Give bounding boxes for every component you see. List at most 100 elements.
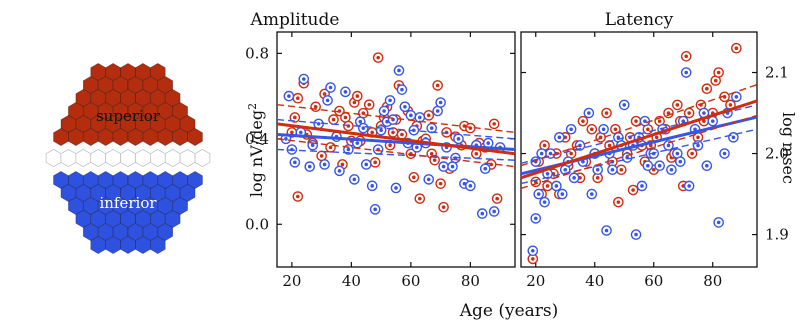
hex-cell-separator: [164, 148, 181, 168]
data-point-dot: [587, 111, 591, 115]
data-point-dot: [734, 46, 739, 51]
data-point-red: [683, 107, 695, 119]
ci-lower-blue: [276, 148, 516, 161]
data-point-dot: [319, 154, 324, 158]
data-point-dot: [328, 145, 333, 150]
data-point-dot: [710, 119, 715, 123]
data-point-dot: [331, 117, 336, 122]
data-point-blue: [298, 73, 310, 85]
data-point-dot: [693, 127, 697, 132]
data-point-blue: [393, 65, 405, 76]
data-point-blue: [405, 110, 417, 121]
data-point-blue: [719, 148, 730, 159]
data-point-dot: [429, 126, 434, 130]
data-point-dot: [426, 177, 431, 182]
data-point-dot: [634, 232, 638, 237]
data-point-dot: [569, 127, 573, 132]
data-point-blue: [378, 105, 390, 117]
data-point-dot: [666, 143, 671, 148]
data-point-dot: [557, 135, 562, 140]
data-point-blue: [432, 105, 443, 117]
hexagonal-retina-map: [45, 62, 211, 255]
data-point-dot: [293, 115, 297, 120]
data-point-dot: [299, 130, 303, 135]
data-point-dot: [438, 181, 443, 186]
amplitude-x-tick-label: 60: [401, 272, 420, 290]
data-point-dot: [613, 127, 618, 132]
data-point-dot: [352, 100, 357, 105]
data-point-dot: [340, 162, 345, 167]
data-point-blue: [630, 229, 642, 240]
amplitude-y-tick-label: 0.8: [245, 44, 269, 62]
data-point-red: [352, 90, 363, 102]
latency-x-tick-label: 60: [644, 272, 663, 290]
data-point-dot: [539, 151, 544, 156]
data-point-dot: [415, 145, 419, 150]
fit-line-red: [520, 99, 758, 180]
data-point-dot: [343, 90, 348, 94]
data-point-dot: [690, 151, 694, 156]
data-point-dot: [531, 257, 535, 261]
data-point-dot: [403, 104, 407, 109]
data-point-dot: [654, 135, 659, 140]
hex-cell-separator: [45, 148, 62, 168]
data-point-dot: [355, 94, 360, 98]
data-point-blue: [583, 107, 595, 119]
data-point-dot: [382, 109, 386, 113]
data-point-dot: [370, 130, 375, 135]
latency-y-tick-label: 2.1: [765, 64, 789, 82]
hex-cell-superior: [179, 114, 196, 134]
data-point-dot: [728, 103, 733, 107]
data-point-dot: [619, 167, 624, 172]
amplitude-panel: 20 40 60 80 0.0 0.4 0.8: [245, 31, 516, 290]
ci-lower-red: [276, 138, 516, 168]
data-point-blue: [551, 180, 562, 192]
data-point-red: [701, 83, 713, 95]
data-point-blue: [447, 161, 458, 172]
data-point-dot: [616, 200, 621, 204]
data-point-blue: [372, 144, 384, 155]
data-point-blue: [683, 180, 695, 192]
data-point-blue: [698, 107, 710, 119]
data-point-dot: [572, 176, 576, 180]
data-point-blue: [322, 95, 333, 106]
amplitude-x-tick-label: 80: [461, 272, 480, 290]
ci-upper-red: [276, 103, 516, 134]
data-point-blue: [527, 245, 539, 257]
data-point-dot: [634, 119, 638, 123]
data-point-red: [310, 101, 321, 113]
hex-cell-separator: [90, 148, 107, 168]
data-point-dot: [675, 151, 680, 156]
data-point-red: [429, 154, 440, 166]
data-point-blue: [636, 180, 648, 192]
data-point-blue: [390, 182, 402, 194]
data-point-dot: [483, 166, 488, 171]
data-point-dot: [687, 111, 691, 115]
data-point-dot: [418, 196, 422, 201]
data-point-blue: [554, 132, 565, 143]
data-point-dot: [545, 184, 550, 188]
data-point-dot: [322, 92, 327, 96]
data-point-dot: [681, 119, 686, 123]
data-point-dot: [545, 172, 550, 176]
data-point-red: [423, 110, 435, 121]
data-point-dot: [643, 119, 647, 123]
data-point-red: [357, 107, 369, 119]
hex-cell-superior: [187, 127, 203, 147]
ci-upper-red: [520, 84, 758, 167]
hex-cell-inferior: [172, 196, 188, 216]
data-point-blue: [360, 159, 372, 170]
data-point-dot: [601, 127, 606, 132]
data-point-dot: [400, 132, 404, 137]
data-point-blue: [375, 124, 387, 136]
data-point-blue: [476, 208, 488, 219]
data-point-dot: [438, 100, 443, 105]
data-point-blue: [713, 217, 724, 228]
data-point-dot: [590, 192, 594, 196]
data-point-red: [577, 115, 589, 127]
superior-label: superior: [96, 107, 161, 125]
data-point-red: [488, 118, 500, 130]
hex-cell-superior: [172, 101, 188, 121]
data-point-blue: [701, 160, 713, 172]
data-point-blue: [289, 157, 301, 168]
